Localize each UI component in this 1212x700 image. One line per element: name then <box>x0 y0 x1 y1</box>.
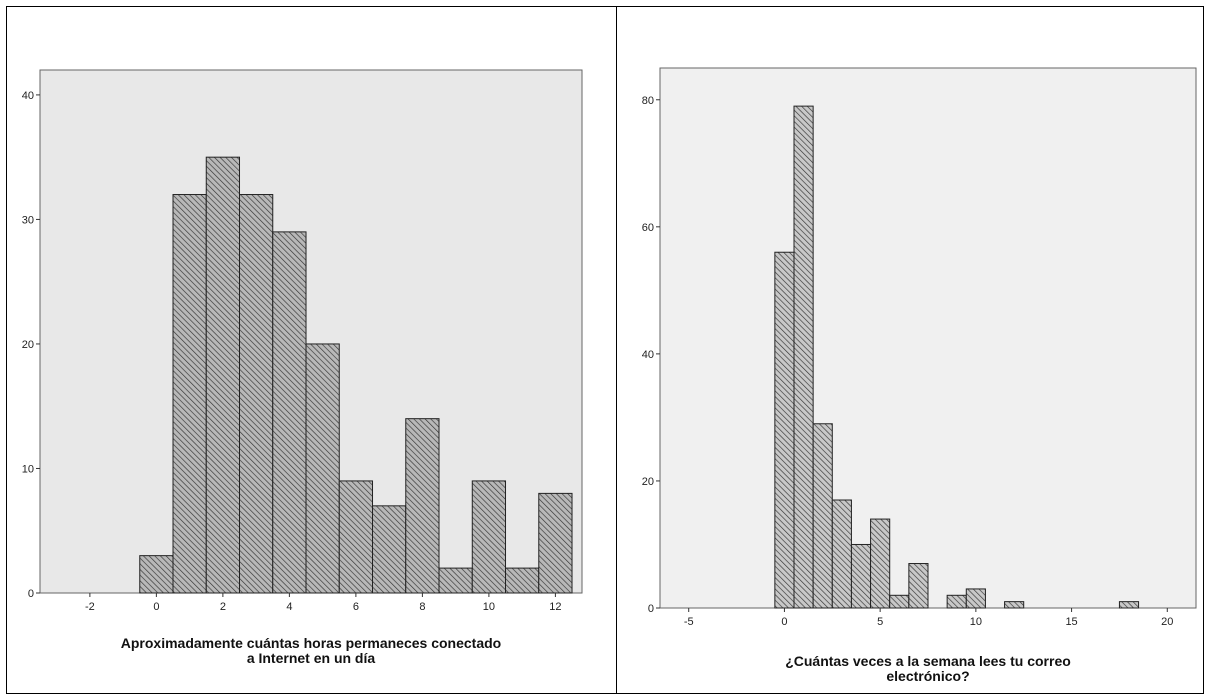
x-tick-label: 10 <box>970 616 982 628</box>
histogram-bar <box>139 555 174 594</box>
histogram-bar <box>793 105 814 609</box>
x-tick-label: -2 <box>85 601 95 613</box>
y-tick-label: 20 <box>22 339 34 351</box>
right-chart-panel: 0 20 40 60 80 -5 0 5 10 15 20 ¿Cuántas veces a la s… <box>617 7 1203 693</box>
x-tick-label: 15 <box>1065 616 1077 628</box>
histogram-bar <box>1118 601 1140 609</box>
x-tick-label: 4 <box>286 601 292 613</box>
x-tick-label: 20 <box>1161 616 1173 628</box>
x-axis-title: Aproximadamente cuántas horas permaneces… <box>121 635 501 651</box>
histogram-bar <box>946 594 967 609</box>
histogram-bar <box>372 505 407 594</box>
y-tick-label: 0 <box>648 603 654 615</box>
histogram-bar <box>538 492 573 594</box>
histogram-bar <box>272 231 307 594</box>
histogram-bar <box>774 251 795 609</box>
histogram-bar <box>471 480 507 594</box>
x-axis-title: a Internet en un día <box>247 650 376 666</box>
figure-frame <box>6 6 1204 694</box>
histogram-bar <box>812 423 833 609</box>
x-tick-label: 6 <box>353 601 359 613</box>
histogram-bar <box>405 418 440 594</box>
y-tick-label: 10 <box>22 463 34 475</box>
x-tick-label: 10 <box>483 601 495 613</box>
histogram-bar <box>850 543 872 609</box>
y-tick-label: 20 <box>642 476 654 488</box>
histogram-bar <box>1004 601 1025 609</box>
histogram-bar <box>239 194 274 594</box>
histogram-bar <box>965 588 986 609</box>
histogram-bar <box>172 194 207 594</box>
y-tick-label: 0 <box>28 588 34 600</box>
right-histogram: 0 20 40 60 80 -5 0 5 10 15 20 ¿Cuántas veces a la s… <box>642 67 1197 684</box>
histogram-bar <box>908 563 929 609</box>
x-tick-label: 8 <box>419 601 425 613</box>
x-tick-label: 2 <box>220 601 226 613</box>
plot-area <box>659 67 1197 609</box>
x-tick-label: -5 <box>684 616 694 628</box>
y-tick-label: 40 <box>642 349 654 361</box>
histogram-bar <box>870 518 891 609</box>
histogram-bar <box>505 567 540 594</box>
histogram-bar <box>831 499 852 609</box>
histogram-bar <box>338 480 374 594</box>
x-tick-label: 12 <box>549 601 561 613</box>
y-tick-label: 80 <box>642 95 654 107</box>
x-tick-label: 0 <box>153 601 159 613</box>
x-tick-label: 0 <box>781 616 787 628</box>
histogram-bar <box>205 156 241 594</box>
y-tick-label: 60 <box>642 222 654 234</box>
y-tick-label: 30 <box>22 214 34 226</box>
left-histogram: 0 10 20 30 40 -2 0 2 4 6 8 10 12 Aproximadamente cuán… <box>22 69 583 666</box>
x-axis-title: electrónico? <box>886 668 969 684</box>
histogram-bar <box>305 343 340 594</box>
y-tick-label: 40 <box>22 90 34 102</box>
histogram-bar <box>889 594 910 609</box>
x-axis-title: ¿Cuántas veces a la semana lees tu corre… <box>785 653 1071 669</box>
panel-divider <box>616 6 617 694</box>
left-chart-panel: 0 10 20 30 40 -2 0 2 4 6 8 10 12 Aproximadamente cuán… <box>7 7 616 693</box>
x-tick-label: 5 <box>877 616 883 628</box>
histogram-bar <box>438 567 473 594</box>
